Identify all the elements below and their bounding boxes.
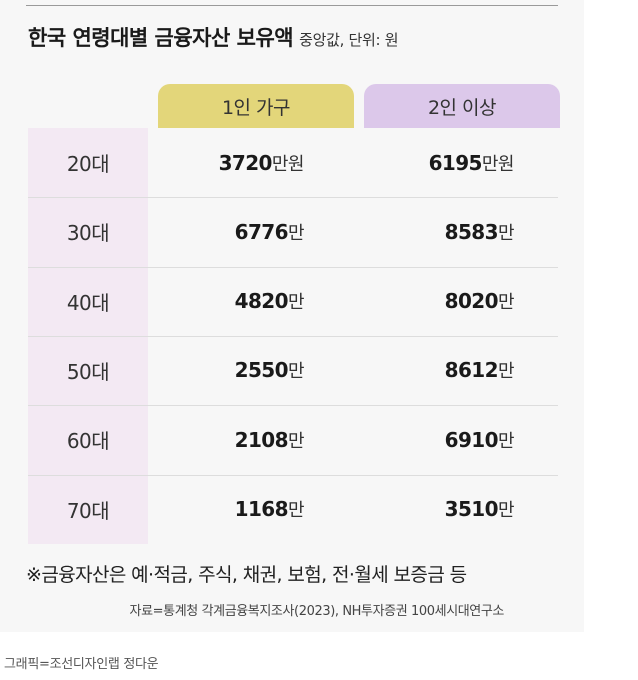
table-row: 70대 1168 만 3510 만 — [28, 475, 558, 544]
graphic-credit: 그래픽=조선디자인랩 정다운 — [4, 657, 159, 672]
value-number: 2550 — [234, 358, 289, 383]
value-single: 6776 만 — [234, 197, 305, 266]
value-unit: 만원 — [271, 153, 305, 175]
table-row: 50대 2550 만 8612 만 — [28, 336, 558, 405]
value-number: 1168 — [234, 497, 289, 521]
row-divider — [28, 266, 558, 268]
value-number: 6195 — [428, 150, 483, 175]
value-multi: 8020 만 — [444, 267, 515, 336]
value-unit: 만 — [497, 222, 515, 244]
value-number: 8612 — [444, 358, 499, 383]
value-multi: 6195 만원 — [428, 128, 515, 197]
value-number: 8020 — [444, 289, 499, 314]
row-divider — [28, 335, 558, 337]
chart-title: 한국 연령대별 금융자산 보유액 중앙값, 단위: 원 — [28, 22, 399, 52]
table-row: 60대 2108 만 6910 만 — [28, 405, 558, 474]
value-single: 2550 만 — [234, 336, 305, 405]
value-unit: 만원 — [481, 153, 515, 175]
age-label: 40대 — [66, 290, 110, 315]
value-unit: 만 — [287, 222, 305, 244]
infographic-card: 한국 연령대별 금융자산 보유액 중앙값, 단위: 원 1인 가구 2인 이상 2… — [26, 5, 560, 619]
column-header-single: 1인 가구 — [158, 84, 354, 128]
age-label: 50대 — [66, 359, 110, 384]
age-label: 20대 — [66, 152, 110, 176]
value-unit: 만 — [497, 500, 515, 521]
age-label: 60대 — [66, 429, 110, 454]
value-unit: 만 — [287, 292, 305, 314]
title-subtitle: 중앙값, 단위: 원 — [299, 31, 399, 49]
column-header-multi: 2인 이상 — [364, 84, 560, 128]
row-divider — [28, 474, 558, 476]
value-unit: 만 — [497, 361, 515, 383]
value-number: 3510 — [444, 497, 499, 521]
value-multi: 6910 만 — [444, 405, 515, 474]
value-multi: 8612 만 — [444, 336, 515, 405]
table-row: 30대 6776 만 8583 만 — [28, 197, 558, 266]
value-number: 6776 — [234, 219, 289, 244]
value-single: 1168 만 — [234, 475, 305, 544]
footnote: ※금융자산은 예·적금, 주식, 채권, 보험, 전·월세 보증금 등 — [26, 564, 467, 586]
value-unit: 만 — [287, 361, 305, 383]
value-single: 4820 만 — [234, 267, 305, 336]
value-number: 2108 — [234, 427, 289, 452]
value-multi: 3510 만 — [444, 475, 515, 544]
value-multi: 8583 만 — [444, 197, 515, 266]
row-divider — [28, 197, 558, 199]
value-single: 3720 만원 — [218, 128, 305, 197]
source-line: 자료=통계청 각계금융복지조사(2023), NH투자증권 100세시대연구소 — [129, 604, 505, 619]
title-main: 한국 연령대별 금융자산 보유액 — [28, 26, 294, 50]
age-label: 30대 — [66, 221, 110, 246]
age-label: 70대 — [66, 498, 110, 523]
value-single: 2108 만 — [234, 405, 305, 474]
value-number: 6910 — [444, 427, 499, 452]
value-unit: 만 — [497, 292, 515, 314]
value-unit: 만 — [287, 500, 305, 521]
value-number: 3720 — [218, 150, 273, 175]
value-number: 8583 — [444, 219, 499, 244]
value-number: 4820 — [234, 289, 289, 314]
value-unit: 만 — [287, 430, 305, 452]
table-row: 40대 4820 만 8020 만 — [28, 267, 558, 336]
row-divider — [28, 405, 558, 407]
value-unit: 만 — [497, 430, 515, 452]
top-rule — [26, 5, 558, 6]
table-row: 20대 3720 만원 6195 만원 — [28, 128, 558, 197]
